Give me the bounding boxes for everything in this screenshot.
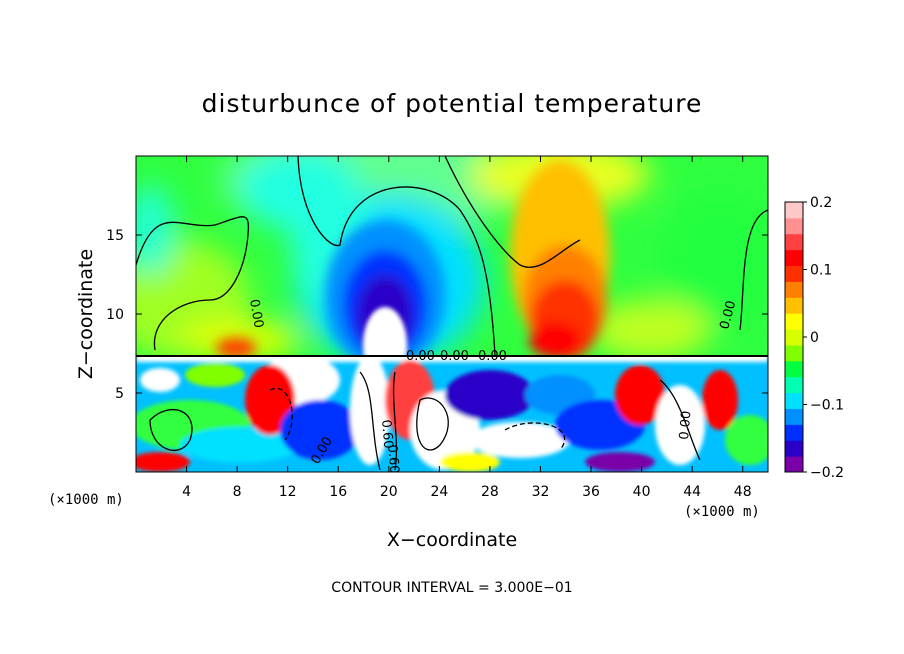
colorbar: 0.2 0.1 0 −0.1 −0.2 [784, 195, 844, 481]
x-tick-label: 44 [683, 484, 701, 500]
upper-field [136, 156, 768, 359]
contour-interval-note: CONTOUR INTERVAL = 3.000E−01 [331, 580, 572, 596]
contour-lower-a [149, 409, 193, 451]
contour-zero-left [136, 216, 250, 351]
contour-label: 0.00 [717, 299, 739, 331]
colorbar-swatch [785, 202, 803, 219]
contour-lower-d [416, 397, 449, 451]
contour-zero-right [444, 156, 581, 268]
colorbar-swatch [785, 233, 803, 251]
x-tick-label: 24 [430, 484, 448, 500]
heatmap-field: 0.00 0.00 0.00 0.00 0.00 0.00 0.60 0.60 … [136, 156, 768, 474]
x-tick-label: 12 [279, 484, 297, 500]
x-tick-label: 4 [182, 484, 191, 500]
x-tick-label: 8 [233, 484, 242, 500]
x-tick-label: 20 [380, 484, 398, 500]
colorbar-swatch [785, 249, 803, 267]
contour-lower-c [392, 371, 398, 471]
colorbar-swatch [785, 281, 803, 298]
colorbar-tick-label: −0.1 [810, 398, 844, 414]
contour-lower-f [504, 422, 566, 451]
colorbar-tick-label: 0 [810, 330, 819, 346]
colorbar-swatch [785, 329, 803, 346]
contour-label: 0.00 [406, 349, 435, 364]
contour-label: 0.00 [440, 349, 469, 364]
contour-zero-center [297, 156, 496, 356]
contour-label: 0.00 [246, 298, 266, 329]
x-tick-label: 36 [582, 484, 600, 500]
colorbar-tick-label: 0.2 [810, 195, 832, 211]
colorbar-swatch [785, 313, 803, 330]
colorbar-swatch [785, 424, 803, 441]
colorbar-swatches [785, 202, 803, 473]
contour-label: 0.60 [384, 444, 401, 474]
contour-zero-far-right [739, 209, 768, 331]
chart-title: disturbunce of potential temperature [202, 89, 703, 118]
colorbar-swatch [785, 392, 803, 409]
x-tick-label: 16 [329, 484, 347, 500]
y-tick-label: 10 [106, 307, 124, 323]
contour-lower-b [359, 371, 381, 471]
y-axis-label: Z−coordinate [75, 249, 97, 379]
x-axis-ticks: 4 8 12 16 20 24 28 32 36 40 44 48 [182, 156, 752, 500]
x-tick-label: 40 [633, 484, 651, 500]
x-axis-label: X−coordinate [387, 529, 517, 551]
y-tick-label: 5 [115, 386, 124, 402]
contour-label: 0.00 [478, 349, 507, 364]
contour-lines [136, 156, 768, 471]
contour-label: 0.60 [378, 419, 395, 449]
colorbar-tick-label: 0.1 [810, 263, 832, 279]
colorbar-ticks: 0.2 0.1 0 −0.1 −0.2 [803, 195, 844, 481]
contour-lower-g [269, 387, 293, 441]
y-tick-label: 15 [106, 228, 124, 244]
x-tick-label: 48 [734, 484, 752, 500]
colorbar-tick-label: −0.2 [810, 465, 844, 481]
x-tick-label: 28 [481, 484, 499, 500]
lower-field [136, 356, 768, 472]
colorbar-swatch [785, 408, 803, 425]
y-axis-ticks: 5 10 15 [106, 228, 768, 402]
colorbar-swatch [785, 297, 803, 314]
colorbar-swatch [785, 456, 803, 473]
colorbar-swatch [785, 440, 803, 457]
x-unit-left: (×1000 m) [48, 492, 124, 508]
x-tick-label: 32 [532, 484, 550, 500]
contour-lower-e [659, 379, 701, 461]
colorbar-swatch [785, 360, 803, 378]
colorbar-swatch [785, 217, 803, 235]
colorbar-swatch [785, 265, 803, 282]
contour-label: 0.00 [677, 410, 694, 440]
colorbar-swatch [785, 344, 803, 362]
colorbar-swatch [785, 376, 803, 394]
x-unit-right: (×1000 m) [684, 504, 760, 520]
